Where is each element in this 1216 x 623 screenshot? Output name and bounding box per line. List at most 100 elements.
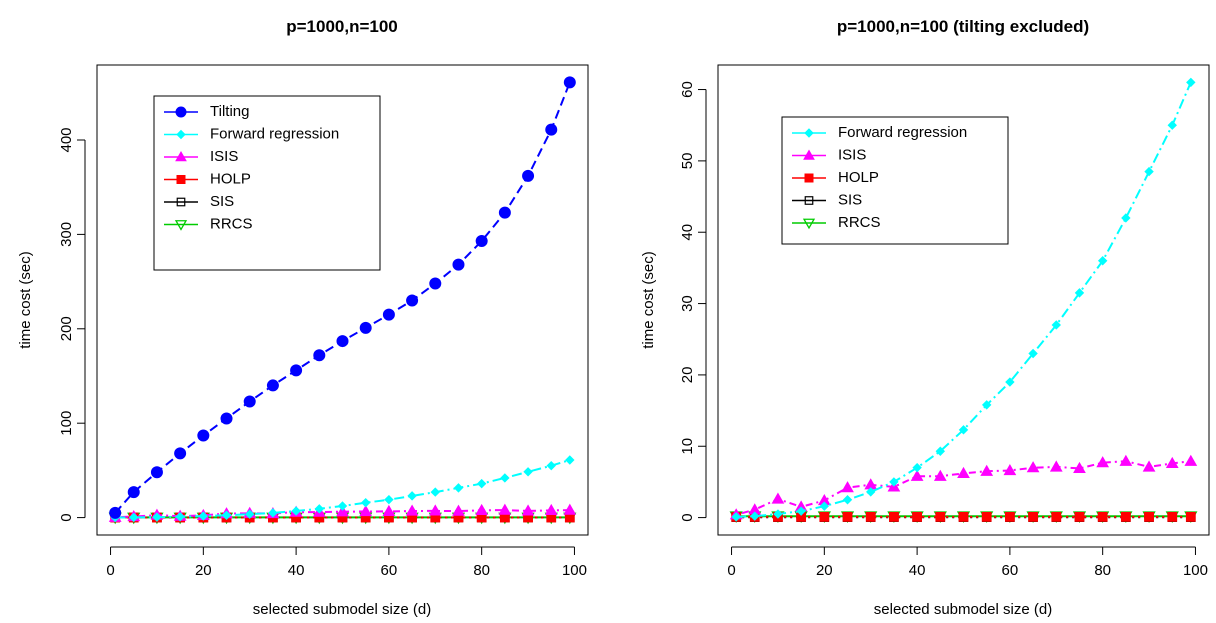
plot-frame: [96, 64, 589, 536]
data-point: [933, 469, 947, 481]
data-point: [109, 506, 122, 519]
legend-marker: [176, 175, 186, 184]
x-axis-label: selected submodel size (d): [253, 601, 431, 618]
data-point: [980, 464, 994, 476]
legend-marker: [176, 129, 186, 140]
data-point: [1049, 460, 1063, 472]
data-point: [220, 412, 233, 425]
chart-title: p=1000,n=100: [286, 17, 398, 36]
chart-panel-right: p=1000,n=100 (tilting excluded) 0 20 40 60 80…: [640, 17, 1210, 618]
data-point: [773, 509, 783, 519]
data-point: [912, 511, 923, 522]
x-axis: 0 20 40 60 80 100: [727, 546, 1208, 579]
data-point: [1028, 348, 1038, 359]
data-point: [841, 481, 854, 493]
data-point: [268, 508, 278, 518]
data-point: [565, 455, 575, 465]
legend-marker: [176, 197, 186, 207]
x-tick-label: 20: [816, 562, 833, 579]
data-point: [360, 497, 371, 508]
data-point: [428, 504, 442, 516]
legend-label: Tilting: [210, 103, 249, 120]
legend-marker: [804, 128, 814, 138]
data-point: [935, 511, 946, 522]
x-tick-label: 80: [1094, 562, 1111, 579]
y-tick-label: 60: [679, 81, 696, 98]
y-tick-label: 50: [679, 153, 696, 170]
legend-marker: [174, 220, 188, 231]
legend-label: Forward regression: [210, 125, 339, 142]
data-point: [1167, 120, 1177, 130]
data-point: [957, 466, 970, 478]
legend-item-forward-regression: Forward regression: [792, 124, 967, 141]
data-point: [313, 349, 326, 362]
data-point: [1184, 454, 1198, 466]
data-point: [152, 512, 162, 522]
data-point: [1121, 213, 1131, 223]
data-point: [910, 469, 924, 481]
data-point: [1144, 511, 1154, 522]
data-point: [522, 169, 535, 182]
data-point: [245, 509, 255, 519]
data-point: [359, 321, 372, 334]
legend-label: Forward regression: [838, 124, 967, 141]
data-point: [430, 487, 440, 497]
x-tick-label: 60: [1002, 562, 1019, 579]
x-tick-label: 40: [288, 562, 305, 579]
legend-label: RRCS: [210, 215, 253, 232]
y-tick-label: 10: [679, 438, 696, 455]
data-point: [1167, 511, 1178, 522]
data-point: [1186, 77, 1196, 88]
legend-label: SIS: [210, 193, 234, 210]
data-point: [545, 123, 558, 136]
data-point: [912, 462, 922, 473]
data-point: [1096, 456, 1110, 468]
legend-marker: [175, 150, 187, 162]
x-axis-label: selected submodel size (d): [874, 601, 1052, 618]
x-tick-label: 100: [562, 562, 587, 579]
data-point: [1028, 511, 1038, 522]
data-point: [563, 76, 576, 89]
series-isis: [729, 454, 1198, 520]
data-point: [935, 446, 946, 456]
y-axis: 0 100 200 300 400: [58, 127, 86, 522]
data-point: [382, 308, 395, 321]
data-point: [337, 501, 348, 511]
legend-item-sis: SIS: [792, 191, 862, 208]
data-point: [500, 473, 510, 483]
legend-marker: [803, 149, 815, 160]
legend-item-forward-regression: Forward regression: [164, 125, 339, 142]
data-point: [476, 478, 487, 489]
data-point: [266, 379, 279, 392]
data-point: [336, 335, 349, 348]
y-tick-label: 0: [58, 513, 75, 521]
x-tick-label: 60: [381, 562, 398, 579]
data-point: [407, 491, 417, 501]
data-point: [1185, 511, 1196, 522]
data-point: [1144, 166, 1154, 177]
data-point: [544, 503, 558, 516]
y-tick-label: 20: [679, 367, 696, 384]
legend-marker: [802, 218, 816, 230]
data-point: [1074, 511, 1085, 522]
y-axis-label: time cost (sec): [640, 251, 657, 349]
y-tick-label: 300: [58, 222, 75, 247]
legend-marker: [175, 106, 187, 118]
legend-label: HOLP: [210, 170, 251, 187]
legend: Forward regression ISIS HOLP SIS RRCS: [781, 116, 1009, 245]
data-point: [314, 504, 325, 514]
y-tick-label: 400: [58, 127, 75, 152]
data-point: [1005, 377, 1015, 387]
legend-item-rrcs: RRCS: [164, 215, 253, 232]
data-point: [958, 425, 969, 435]
x-tick-label: 20: [195, 562, 212, 579]
data-point: [1051, 511, 1062, 522]
data-point: [405, 504, 419, 516]
data-point: [475, 503, 489, 515]
legend-box: [153, 95, 381, 271]
data-point: [1026, 461, 1040, 473]
legend-item-holp: HOLP: [164, 170, 251, 187]
series-forward-regression: [731, 77, 1196, 522]
data-point: [382, 504, 396, 516]
